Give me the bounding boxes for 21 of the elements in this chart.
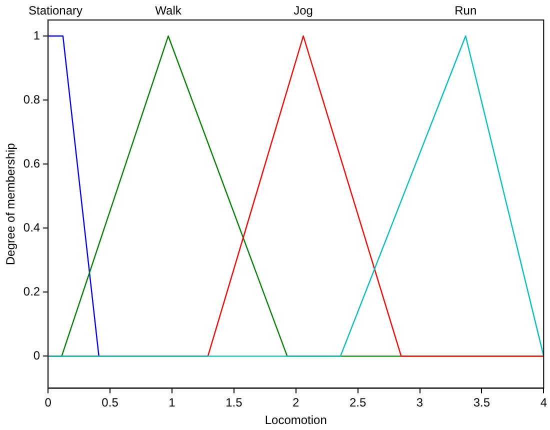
y-tick-label: 1: [33, 28, 40, 42]
x-tick-label: 2: [292, 396, 300, 410]
x-tick-label: 1.5: [226, 396, 243, 410]
y-tick-label: 0.2: [23, 284, 40, 298]
series-label: Run: [454, 3, 477, 18]
series-label: Walk: [155, 3, 182, 18]
text: Stationary: [28, 3, 83, 18]
x-tick-label: 3.5: [473, 396, 490, 410]
x-tick-label: 4: [540, 396, 548, 410]
y-tick-label: 0.4: [23, 220, 40, 234]
y-tick-label: 0.6: [23, 156, 40, 170]
y-tick-label: 0.8: [23, 92, 40, 106]
y-axis-title: Degree of membership: [4, 142, 18, 266]
series-label: Jog: [294, 3, 313, 18]
x-tick-label: 3: [416, 396, 424, 410]
y-tick-label: 0: [33, 348, 40, 362]
x-tick-label: 0.5: [102, 396, 119, 410]
x-tick-label: 1: [168, 396, 176, 410]
x-axis-title: Locomotion: [264, 413, 327, 428]
x-tick-label: 0: [44, 396, 52, 410]
x-tick-label: 2.5: [349, 396, 366, 410]
